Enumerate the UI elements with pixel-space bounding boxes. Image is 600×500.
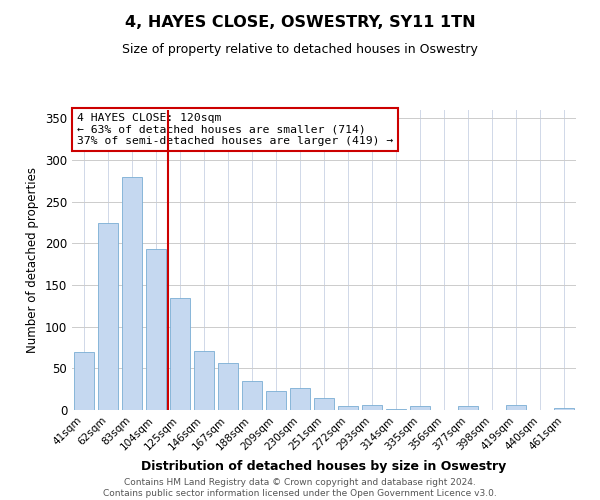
Bar <box>338 406 358 410</box>
Bar <box>218 362 238 410</box>
Bar <box>410 406 430 410</box>
Bar <box>242 381 262 410</box>
X-axis label: Distribution of detached houses by size in Oswestry: Distribution of detached houses by size … <box>142 460 506 473</box>
Bar <box>122 176 142 410</box>
Bar <box>314 398 334 410</box>
Bar <box>554 408 574 410</box>
Bar <box>290 388 310 410</box>
Bar <box>194 351 214 410</box>
Bar <box>362 405 382 410</box>
Bar <box>74 352 94 410</box>
Text: 4 HAYES CLOSE: 120sqm
← 63% of detached houses are smaller (714)
37% of semi-det: 4 HAYES CLOSE: 120sqm ← 63% of detached … <box>77 113 393 146</box>
Text: 4, HAYES CLOSE, OSWESTRY, SY11 1TN: 4, HAYES CLOSE, OSWESTRY, SY11 1TN <box>125 15 475 30</box>
Bar <box>506 405 526 410</box>
Bar <box>146 249 166 410</box>
Bar <box>98 224 118 410</box>
Bar <box>386 409 406 410</box>
Bar <box>170 298 190 410</box>
Bar <box>458 406 478 410</box>
Text: Contains HM Land Registry data © Crown copyright and database right 2024.
Contai: Contains HM Land Registry data © Crown c… <box>103 478 497 498</box>
Text: Size of property relative to detached houses in Oswestry: Size of property relative to detached ho… <box>122 42 478 56</box>
Bar <box>266 391 286 410</box>
Y-axis label: Number of detached properties: Number of detached properties <box>26 167 40 353</box>
